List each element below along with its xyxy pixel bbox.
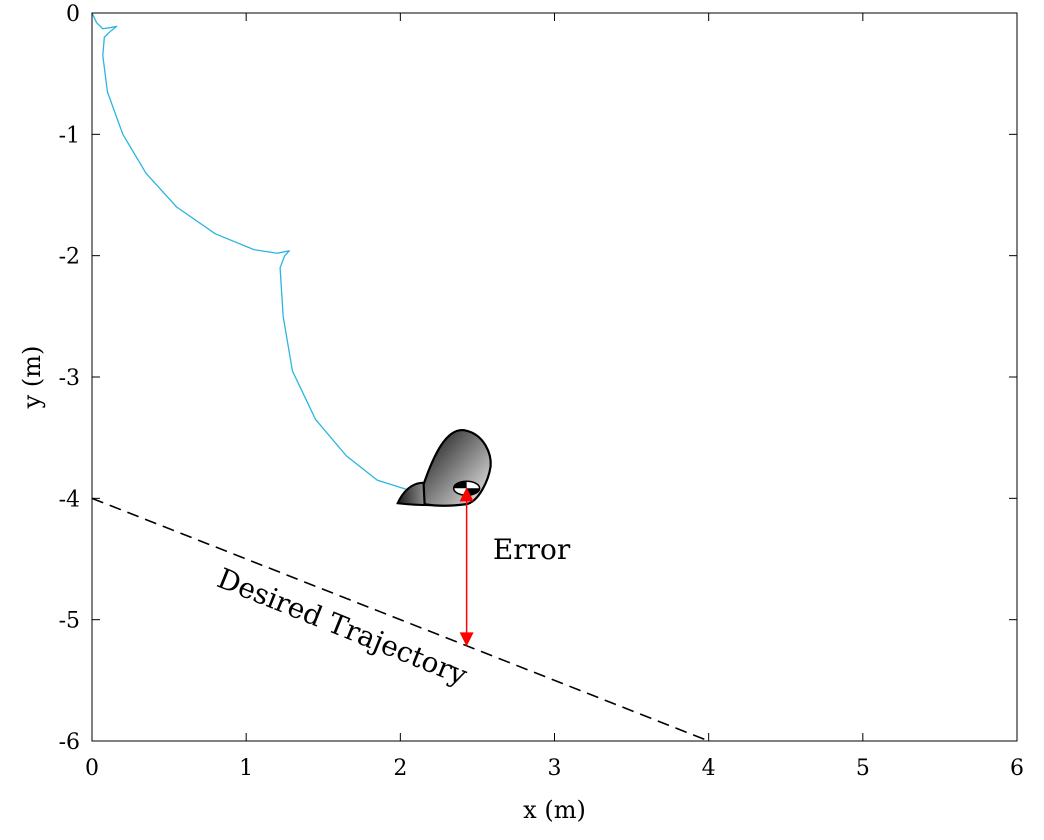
y-tick-label: -2 — [59, 245, 80, 270]
x-tick-label: 6 — [1010, 756, 1024, 781]
error-label: Error — [493, 533, 571, 566]
x-tick-label: 0 — [85, 756, 99, 781]
x-tick-label: 2 — [393, 756, 407, 781]
x-tick-label: 4 — [702, 756, 716, 781]
y-tick-label: -4 — [59, 487, 80, 512]
error-arrow — [459, 487, 474, 647]
x-axis-label: x (m) — [523, 796, 586, 824]
x-tick-label: 5 — [856, 756, 870, 781]
desired-trajectory-line — [91, 497, 709, 742]
y-tick-label: 0 — [66, 2, 80, 27]
y-axis-label: y (m) — [18, 346, 46, 410]
axes-frame — [91, 12, 1018, 742]
y-axis-ticks: 0 -1 -2 -3 -4 -5 -6 — [59, 2, 1017, 755]
x-tick-label: 3 — [548, 756, 562, 781]
x-axis-ticks: 0 1 2 3 4 5 6 — [85, 13, 1024, 781]
robot-path-line — [91, 12, 409, 491]
y-tick-label: -5 — [59, 609, 80, 634]
desired-trajectory-label: Desired Trajectory — [213, 562, 472, 692]
snake-robot-icon — [396, 429, 492, 507]
y-tick-label: -6 — [59, 730, 80, 755]
x-tick-label: 1 — [239, 756, 253, 781]
series-layer — [91, 12, 709, 742]
y-tick-label: -3 — [59, 366, 80, 391]
y-tick-label: -1 — [59, 123, 80, 148]
